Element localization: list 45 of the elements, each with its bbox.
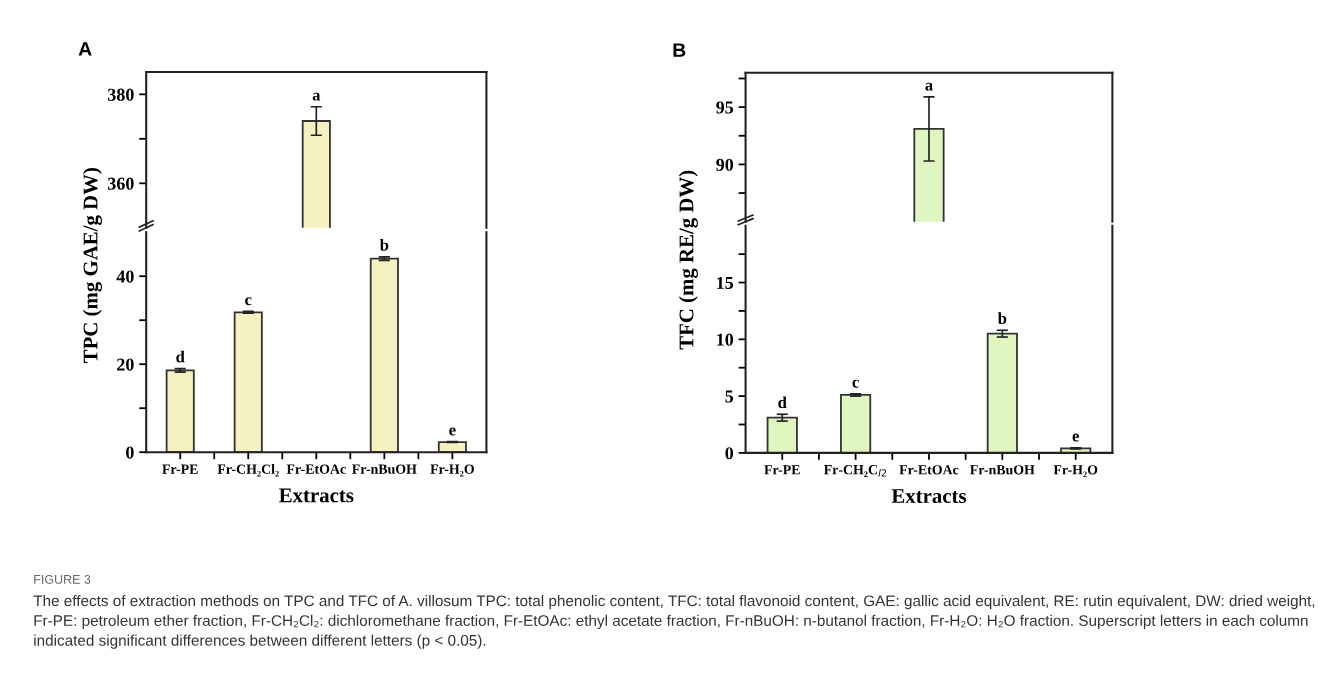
x-tick-label: Fr-nBuOH: [970, 465, 1035, 475]
annotation: a: [925, 82, 933, 91]
bar: [766, 416, 798, 453]
annotation: d: [176, 350, 185, 363]
annotation: e: [449, 427, 456, 436]
bar: [986, 332, 1018, 453]
y-tick-label: 40: [116, 270, 134, 283]
x-tick-label: Fr-CH₂Cl₂: [217, 464, 279, 477]
annotation: c: [852, 379, 859, 388]
y-tick-label: 15: [717, 276, 734, 289]
annotation: e: [1072, 433, 1079, 442]
y-axis-title: TPC (mg GAE/g DW): [82, 168, 102, 363]
annotation: c: [245, 297, 252, 306]
annotation: a: [312, 92, 321, 101]
y-tick-label: 95: [716, 101, 734, 114]
x-tick-label: Fr-EtOAc: [899, 465, 959, 475]
x-tick-label: Fr-H₂O: [1053, 465, 1098, 478]
bar: [165, 369, 195, 453]
y-tick-label: 5: [725, 390, 734, 403]
caption: FIGURE 3: [34, 574, 91, 584]
annotation: b: [997, 312, 1007, 325]
x-tick-label: Fr-EtOAc: [286, 464, 346, 474]
y-tick-label: 360: [107, 177, 134, 190]
y-tick-label: 0: [725, 447, 734, 460]
y-tick-label: 10: [717, 333, 734, 346]
bar: [369, 257, 399, 453]
x-tick-label: Fr-H₂O: [430, 464, 474, 477]
y-tick-label: 380: [107, 88, 134, 101]
chart-title: A: [78, 42, 92, 56]
y-tick-label: 20: [117, 358, 134, 371]
chart-title: B: [673, 43, 686, 57]
x-tick-label: Fr-CH₂C$_{l2}$: [823, 465, 887, 477]
x-tick-label: Fr-nBuOH: [352, 464, 417, 474]
x-axis-title: Extracts: [891, 489, 967, 504]
bar: [233, 311, 263, 453]
x-tick-label: Fr-PE: [162, 464, 198, 474]
text: The effects of extraction methods on TPC and TFC of A. villosum TPC: total phenolic content, TFC: total flavonoid content, GAE: gallic acid equivalent, RE: rutin equivalent, DW: dried weight, Fr-PE: petroleum ether fraction, Fr-CH₂Cl₂: dichloromethane fraction, Fr-EtOAc: ethyl acetate fraction, Fr-nBuOH: n-butanol fraction, Fr-H₂O: H₂O fraction. Superscript letters in each column indicated significant differences between different letters (p < 0.05).: [33, 595, 1315, 649]
y-tick-label: 0: [126, 446, 134, 459]
y-tick-label: 90: [716, 158, 734, 171]
y-axis-title: TFC (mg RE/g DW): [678, 170, 698, 350]
bar: [840, 394, 872, 453]
annotation: d: [778, 396, 787, 409]
x-axis-title: Extracts: [279, 488, 354, 503]
annotation: b: [379, 238, 389, 251]
x-tick-label: Fr-PE: [764, 465, 800, 475]
